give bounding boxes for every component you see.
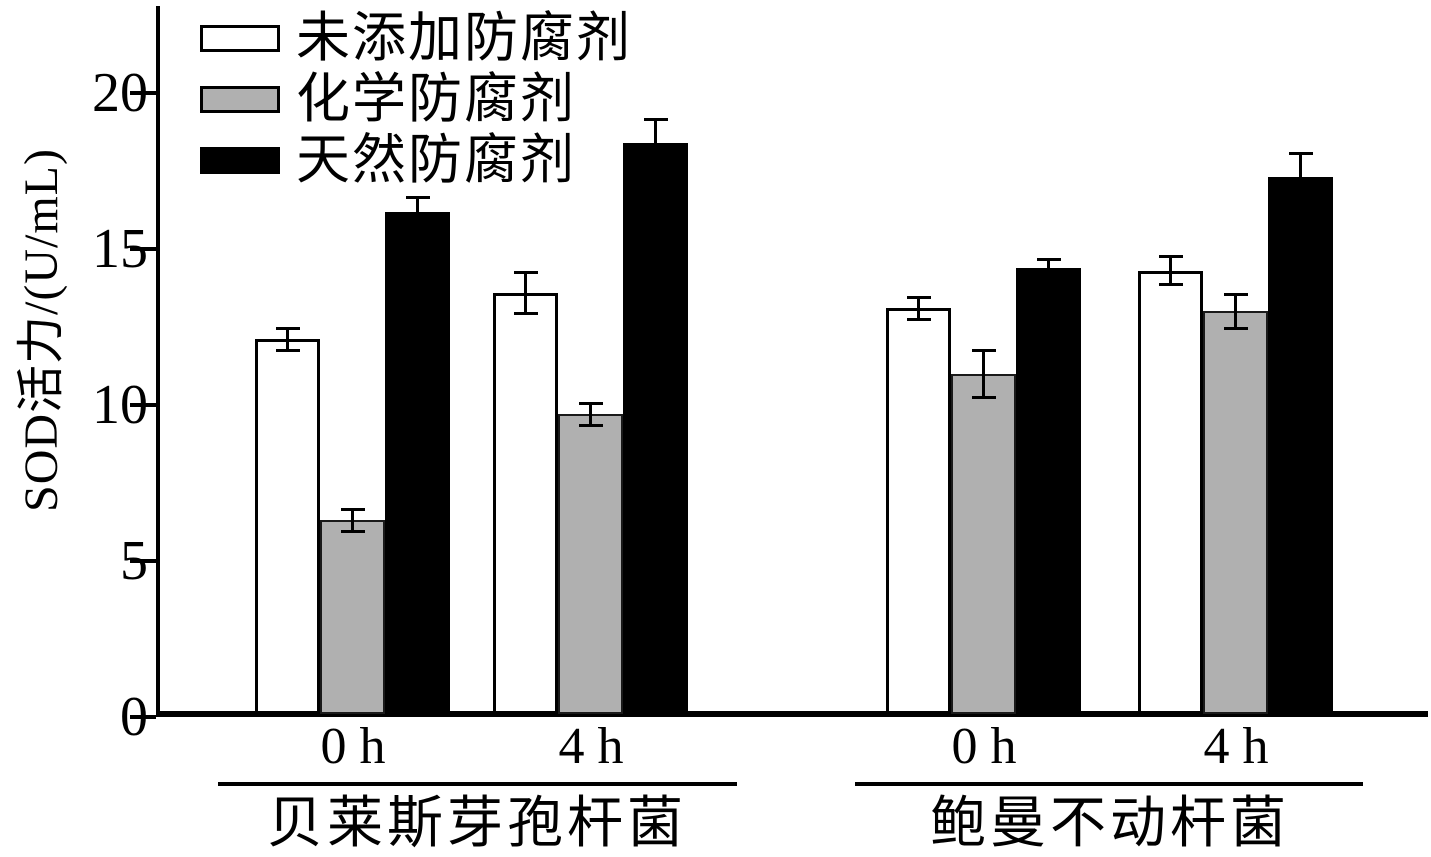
error-bar-line <box>917 295 920 321</box>
y-axis-label: SOD活力/(U/mL) <box>15 148 68 512</box>
legend-swatch-natural <box>200 147 280 174</box>
error-bar-cap-bottom <box>1223 327 1248 331</box>
y-tick <box>130 247 156 251</box>
error-bar-line <box>1169 255 1172 287</box>
error-bar-cap-bottom <box>1036 274 1061 278</box>
error-bar-cap-top <box>1223 292 1248 296</box>
legend-label: 天然防腐剂 <box>296 130 576 190</box>
error-bar-line <box>654 117 657 168</box>
error-bar-cap-top <box>1036 258 1061 262</box>
error-bar-line <box>1047 258 1050 278</box>
bar-series2-cat1 <box>623 142 688 714</box>
error-bar-cap-bottom <box>340 529 365 533</box>
group-label: 贝莱斯芽孢杆菌 <box>267 793 687 855</box>
error-bar-line <box>524 270 527 315</box>
error-bar-line <box>416 195 419 228</box>
x-category-label: 0 h <box>320 718 386 775</box>
y-tick <box>130 403 156 407</box>
error-bar-cap-bottom <box>275 348 300 352</box>
bar-series0-cat0 <box>255 339 320 714</box>
error-bar-cap-top <box>340 507 365 511</box>
y-tick-label: 20 <box>92 62 148 124</box>
error-bar-line <box>1234 292 1237 331</box>
error-bar-cap-bottom <box>971 395 996 399</box>
y-tick <box>130 715 156 719</box>
y-tick-label: 5 <box>120 530 148 592</box>
bar-series1-cat1 <box>558 414 623 714</box>
error-bar-cap-bottom <box>1288 199 1313 203</box>
error-bar-cap-bottom <box>906 317 931 321</box>
x-category-label: 0 h <box>951 718 1017 775</box>
error-bar-line <box>286 327 289 352</box>
error-bar-cap-top <box>906 295 931 299</box>
error-bar-cap-bottom <box>1158 283 1183 287</box>
bar-series0-cat1 <box>493 292 558 714</box>
error-bar-cap-bottom <box>405 224 430 228</box>
y-tick-label: 0 <box>120 686 148 748</box>
error-bar-cap-top <box>405 195 430 199</box>
legend-label: 未添加防腐剂 <box>296 8 632 68</box>
group-label: 鲍曼不动杆菌 <box>930 793 1290 855</box>
error-bar-line <box>1299 152 1302 203</box>
legend: 未添加防腐剂 化学防腐剂 天然防腐剂 <box>200 8 632 191</box>
legend-label: 化学防腐剂 <box>296 69 576 129</box>
y-axis-line <box>156 6 160 717</box>
error-bar-line <box>982 348 985 399</box>
y-tick <box>130 559 156 563</box>
legend-item: 天然防腐剂 <box>200 130 632 191</box>
error-bar-line <box>351 507 354 533</box>
x-axis-line <box>156 711 1428 717</box>
error-bar-cap-top <box>1158 255 1183 259</box>
error-bar-cap-bottom <box>513 311 538 315</box>
y-tick-label: 10 <box>92 374 148 436</box>
error-bar-cap-bottom <box>578 423 603 427</box>
y-tick <box>130 91 156 95</box>
error-bar-cap-top <box>971 348 996 352</box>
legend-swatch-untreated <box>200 25 280 52</box>
y-tick-label: 15 <box>92 218 148 280</box>
bar-series2-cat2 <box>1016 267 1081 714</box>
x-category-label: 4 h <box>558 718 624 775</box>
bar-series2-cat3 <box>1268 177 1333 714</box>
bar-series2-cat0 <box>385 211 450 714</box>
bar-series1-cat0 <box>320 520 385 714</box>
group-underline <box>855 782 1363 786</box>
error-bar-cap-top <box>275 327 300 330</box>
error-bar-cap-top <box>578 401 603 405</box>
bar-series0-cat2 <box>886 308 951 714</box>
group-underline <box>218 782 737 786</box>
x-category-label: 4 h <box>1203 718 1269 775</box>
legend-swatch-chemical <box>200 86 280 113</box>
error-bar-cap-top <box>513 270 538 274</box>
legend-item: 化学防腐剂 <box>200 69 632 130</box>
legend-item: 未添加防腐剂 <box>200 8 632 69</box>
error-bar-cap-top <box>1288 152 1313 156</box>
error-bar-cap-top <box>643 117 668 121</box>
bar-series1-cat3 <box>1203 311 1268 714</box>
error-bar-line <box>589 401 592 427</box>
error-bar-cap-bottom <box>643 164 668 168</box>
bar-series1-cat2 <box>951 373 1016 714</box>
bar-series0-cat3 <box>1138 270 1203 714</box>
